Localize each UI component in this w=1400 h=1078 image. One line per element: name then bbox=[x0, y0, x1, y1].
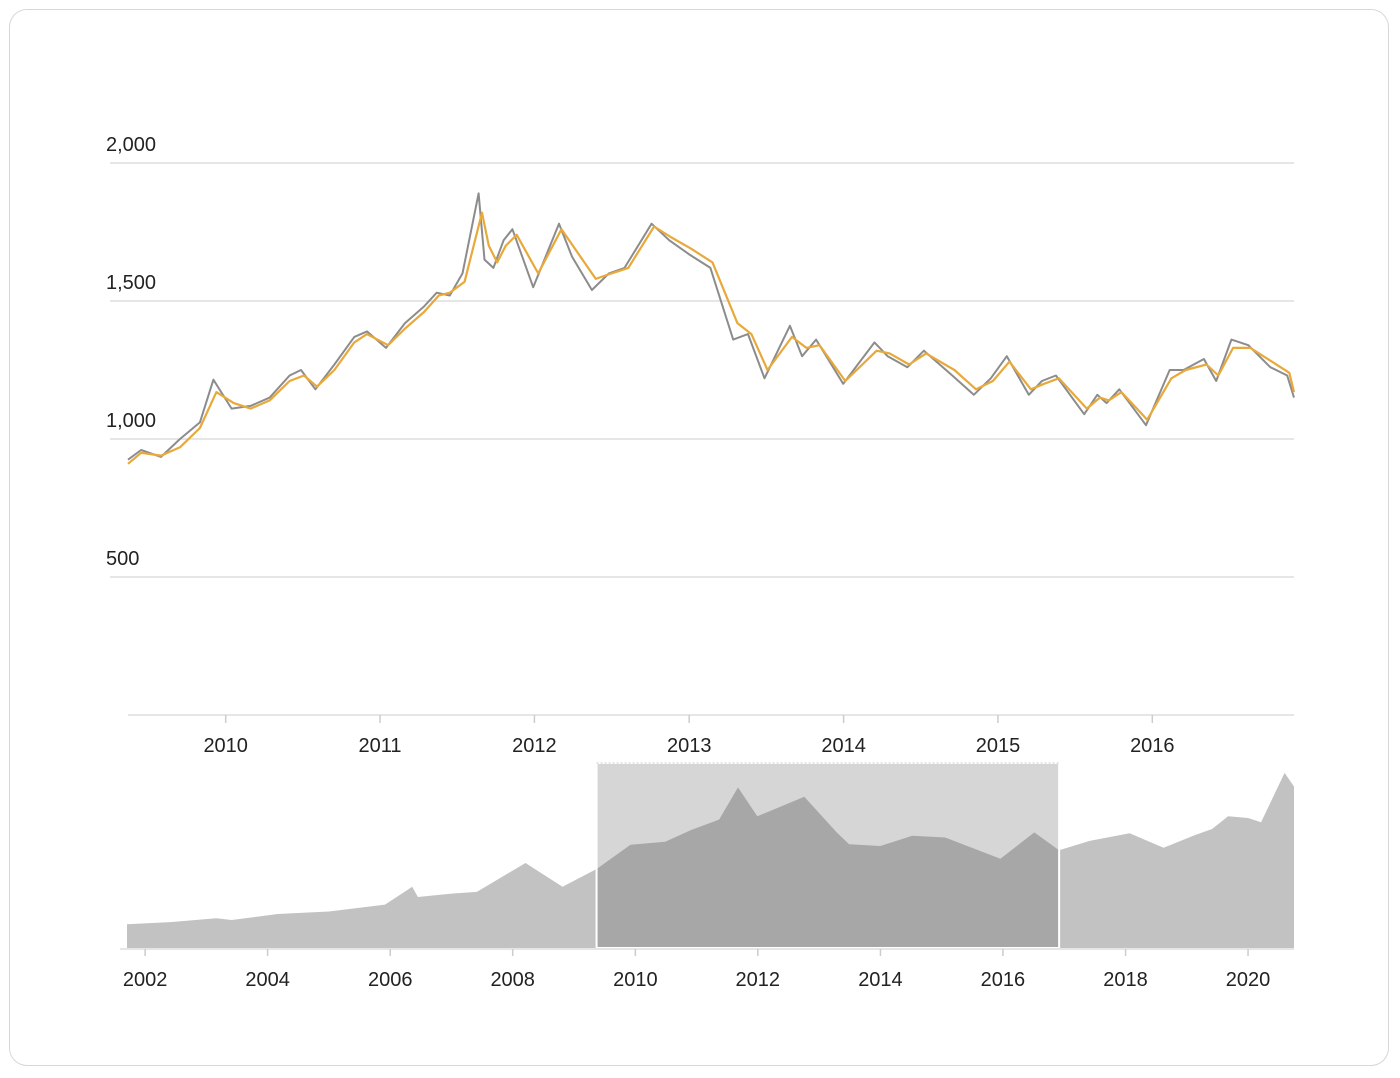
overview-tick-label: 2010 bbox=[613, 969, 658, 991]
price-line bbox=[127, 192, 1295, 461]
y-tick-label: 2,000 bbox=[106, 134, 156, 156]
overview-x-axis: 2002 2004 2006 2008 2010 2012 2014 2016 2018 2020 bbox=[123, 949, 1270, 991]
overview-tick-label: 2006 bbox=[368, 969, 413, 991]
x-tick-label: 2012 bbox=[512, 735, 557, 757]
x-tick-label: 2010 bbox=[203, 735, 248, 757]
brush-border bbox=[595, 762, 1061, 949]
main-y-axis: 2,000 1,500 1,000 500 bbox=[106, 134, 156, 570]
overview-area-selected bbox=[596, 787, 1060, 948]
y-tick-label: 1,500 bbox=[106, 272, 156, 294]
x-tick-label: 2014 bbox=[821, 735, 866, 757]
overview-tick-label: 2012 bbox=[736, 969, 781, 991]
overview-tick-label: 2002 bbox=[123, 969, 168, 991]
y-tick-label: 1,000 bbox=[106, 410, 156, 432]
x-tick-label: 2013 bbox=[667, 735, 712, 757]
overview-tick-label: 2004 bbox=[245, 969, 290, 991]
y-tick-label: 500 bbox=[106, 548, 139, 570]
overview-plot bbox=[120, 762, 1294, 950]
x-tick-label: 2015 bbox=[976, 735, 1021, 757]
overview-tick-label: 2020 bbox=[1226, 969, 1271, 991]
moving-average-line bbox=[127, 211, 1296, 465]
x-tick-label: 2011 bbox=[359, 735, 402, 757]
overview-tick-label: 2018 bbox=[1103, 969, 1148, 991]
overview-tick-label: 2014 bbox=[858, 969, 903, 991]
overview-tick-label: 2008 bbox=[490, 969, 535, 991]
overview-tick-label: 2016 bbox=[981, 969, 1026, 991]
main-plot-area bbox=[127, 192, 1296, 465]
main-x-axis: 2010 2011 2012 2013 2014 2015 2016 bbox=[203, 715, 1175, 757]
x-tick-label: 2016 bbox=[1130, 735, 1175, 757]
main-gridlines bbox=[110, 162, 1294, 716]
